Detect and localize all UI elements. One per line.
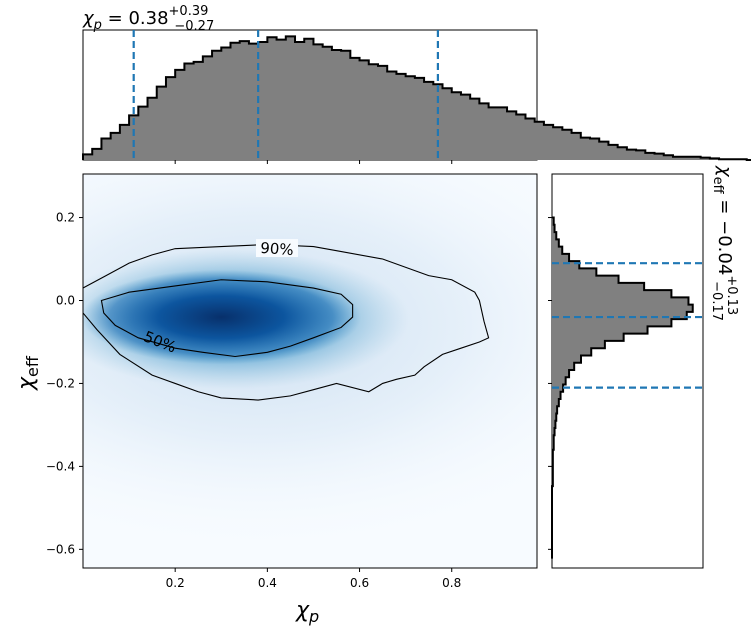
chi-eff-quantile-lines [552, 262, 703, 389]
main-y-tick-label-3: −0.4 [46, 459, 75, 473]
chi-eff-title-lo: −0.17 [709, 281, 724, 321]
chi-eff-title-base: χ [714, 165, 735, 178]
density-core [83, 269, 362, 365]
chi-p-title: χp = 0.38+0.39 −0.27 [82, 4, 214, 34]
main-y-tick-label-4: −0.6 [46, 542, 75, 556]
x-axis-label-sub: p [308, 607, 319, 626]
x-axis-label: χp [295, 598, 319, 626]
chi-p-title-value: = 0.38 [102, 8, 169, 29]
chi-eff-title-sub: eff [710, 177, 725, 195]
contour-90 [83, 243, 490, 401]
top-marginal-panel [82, 29, 751, 164]
main-x-ticks: 0.2 0.4 0.6 0.8 [166, 568, 461, 590]
main-y-ticks: 0.2 0.0 −0.2 −0.4 −0.6 [46, 211, 83, 556]
right-panel-y-ticks [548, 217, 552, 550]
y-axis-label: χeff [14, 355, 42, 391]
right-marginal-panel [548, 173, 704, 569]
y-axis-label-sub: eff [23, 355, 42, 377]
main-y-tick-label-0: 0.2 [56, 211, 75, 225]
main-y-tick-label-1: 0.0 [56, 293, 75, 307]
chi-p-title-lo: −0.27 [174, 19, 214, 34]
main-y-tick-label-2: −0.2 [46, 376, 75, 390]
chi-eff-title: χeff = −0.04+0.13−0.17 [709, 165, 739, 321]
chi-p-title-sup: +0.39 [169, 4, 209, 19]
main-x-tick-label-1: 0.4 [258, 576, 277, 590]
chi-eff-histogram-fill [552, 217, 693, 559]
right-panel-frame [551, 173, 704, 569]
main-x-tick-label-0: 0.2 [166, 576, 185, 590]
contour-label-90: 90% [260, 239, 295, 259]
contour-50 [100, 279, 354, 358]
chi-eff-title-value: = −0.04 [714, 194, 735, 276]
chi-eff-title-sup: +0.13 [724, 275, 739, 315]
density-heatmap [83, 174, 537, 554]
y-axis-label-base: χ [14, 376, 39, 391]
x-axis-label-base: χ [295, 598, 310, 623]
main-x-tick-label-3: 0.8 [442, 576, 461, 590]
chi-p-histogram-fill [83, 36, 751, 160]
chi-p-title-base: χ [82, 8, 95, 29]
top-panel-x-ticks [174, 160, 453, 164]
main-panel-frame [82, 173, 538, 569]
main-density-panel: 90% 50% 0.2 0.4 0.6 0.8 0.20.0−0.2−0.4−0.6 [46, 173, 538, 590]
label-90-bg [256, 239, 298, 257]
main-x-tick-label-2: 0.6 [350, 576, 369, 590]
chi-p-histogram-step [82, 35, 751, 161]
chi-p-title-sub: p [93, 18, 102, 33]
